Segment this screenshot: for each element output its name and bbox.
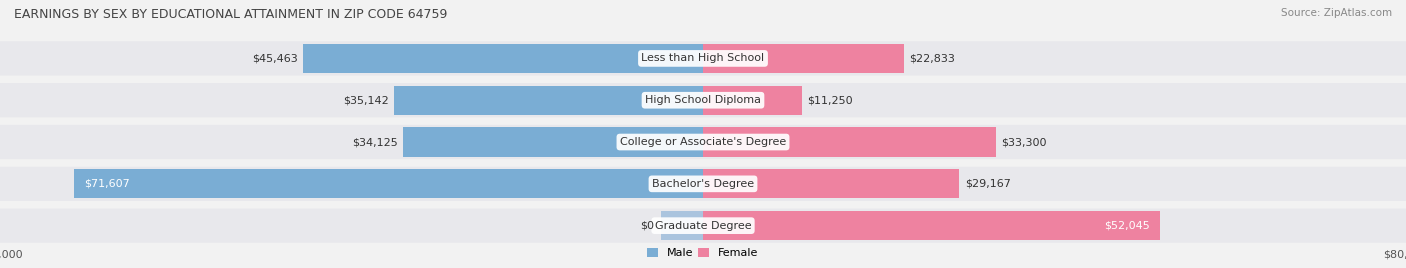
Bar [703,211,1160,240]
Bar [73,169,703,199]
Text: $22,833: $22,833 [910,53,955,64]
Text: EARNINGS BY SEX BY EDUCATIONAL ATTAINMENT IN ZIP CODE 64759: EARNINGS BY SEX BY EDUCATIONAL ATTAINMEN… [14,8,447,21]
FancyBboxPatch shape [0,125,1406,159]
Bar [703,127,995,157]
Text: $52,045: $52,045 [1104,221,1150,231]
Text: Less than High School: Less than High School [641,53,765,64]
Bar [304,44,703,73]
Text: Bachelor's Degree: Bachelor's Degree [652,179,754,189]
Bar [703,44,904,73]
Bar [394,85,703,115]
Text: $33,300: $33,300 [1001,137,1046,147]
Text: $11,250: $11,250 [807,95,853,105]
FancyBboxPatch shape [0,83,1406,117]
Bar [703,85,801,115]
FancyBboxPatch shape [0,41,1406,76]
Text: $45,463: $45,463 [252,53,298,64]
FancyBboxPatch shape [0,209,1406,243]
Text: Graduate Degree: Graduate Degree [655,221,751,231]
Legend: Male, Female: Male, Female [643,243,763,262]
FancyBboxPatch shape [0,167,1406,201]
Text: High School Diploma: High School Diploma [645,95,761,105]
Bar [703,169,959,199]
Text: $0: $0 [640,221,654,231]
Text: $29,167: $29,167 [965,179,1011,189]
Text: College or Associate's Degree: College or Associate's Degree [620,137,786,147]
Text: $34,125: $34,125 [352,137,398,147]
Text: $71,607: $71,607 [84,179,129,189]
Text: Source: ZipAtlas.com: Source: ZipAtlas.com [1281,8,1392,18]
Bar [404,127,703,157]
Text: $35,142: $35,142 [343,95,388,105]
Bar [661,211,703,240]
